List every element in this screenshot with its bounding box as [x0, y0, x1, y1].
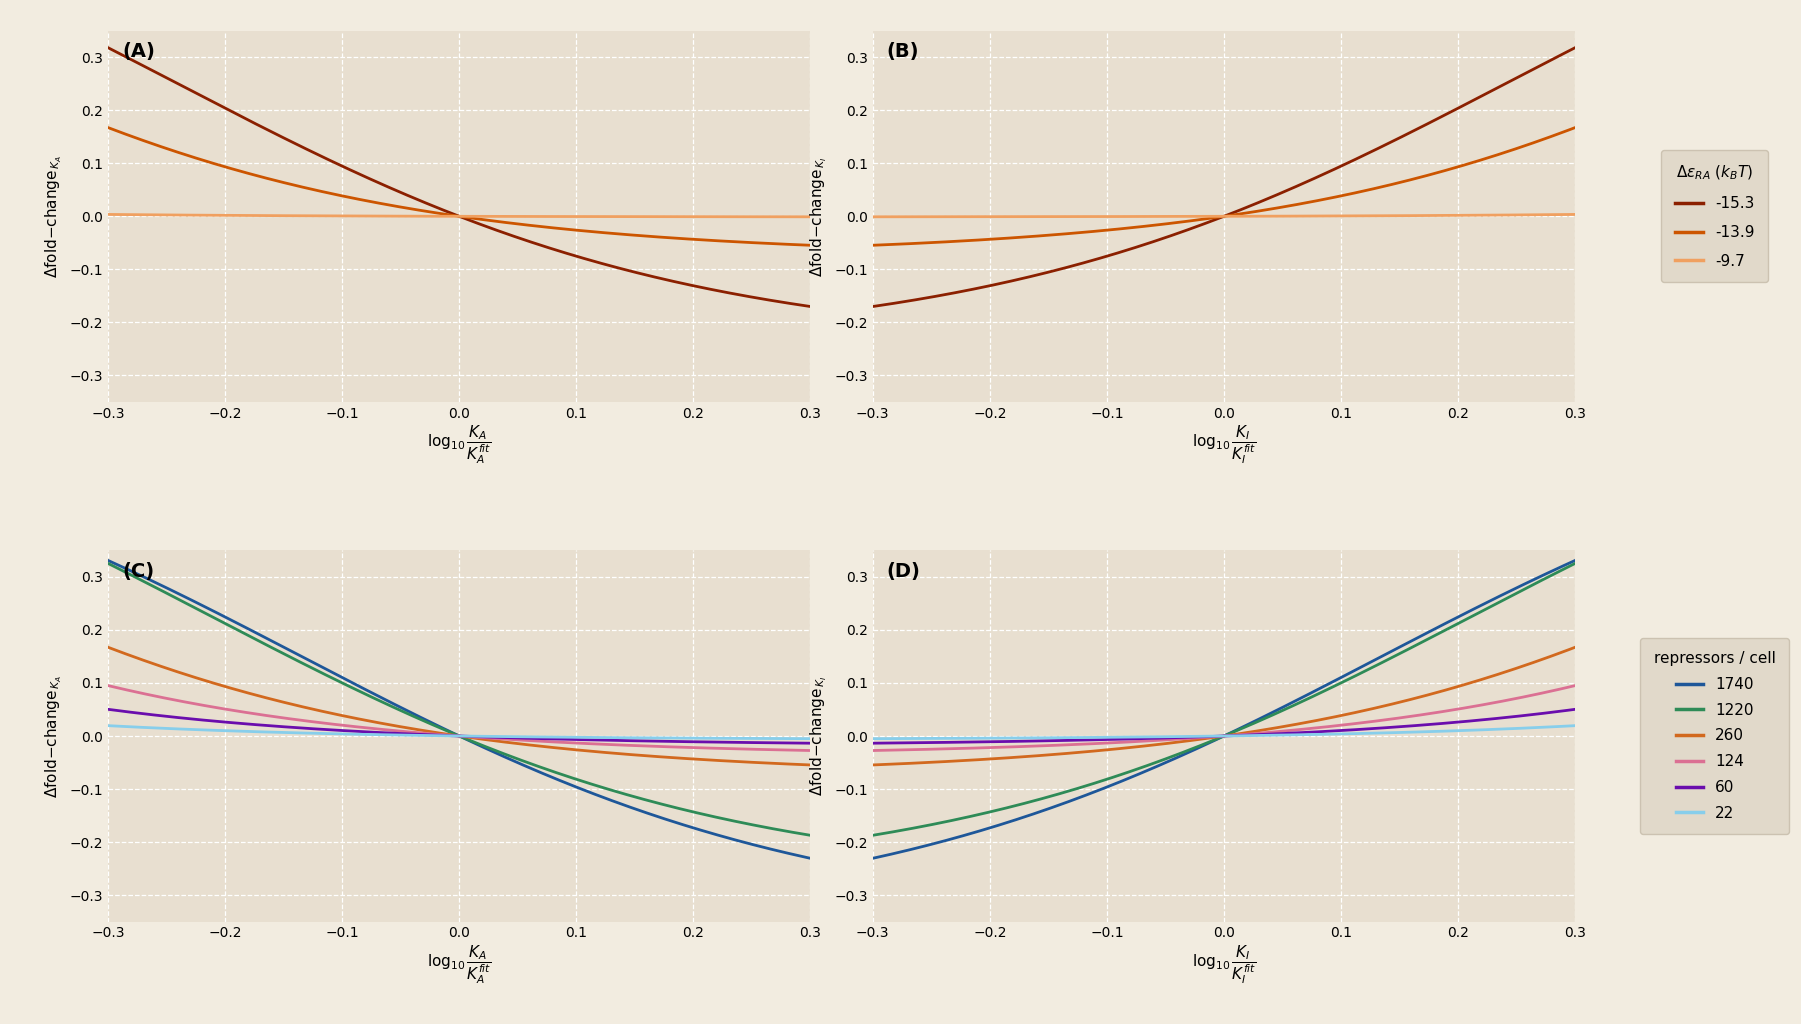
X-axis label: $\log_{10}\dfrac{K_I}{K_I^{fit}}$: $\log_{10}\dfrac{K_I}{K_I^{fit}}$	[1192, 424, 1255, 466]
Y-axis label: $\Delta$fold$-$change$_{\,K_A}$: $\Delta$fold$-$change$_{\,K_A}$	[43, 674, 65, 798]
Text: (C): (C)	[122, 561, 155, 581]
Text: (B): (B)	[886, 42, 919, 60]
Y-axis label: $\Delta$fold$-$change$_{\,K_A}$: $\Delta$fold$-$change$_{\,K_A}$	[43, 155, 65, 279]
Text: (A): (A)	[122, 42, 155, 60]
Legend: 1740, 1220, 260, 124, 60, 22: 1740, 1220, 260, 124, 60, 22	[1641, 638, 1790, 835]
Legend: -15.3, -13.9, -9.7: -15.3, -13.9, -9.7	[1661, 151, 1769, 283]
X-axis label: $\log_{10}\dfrac{K_A}{K_A^{fit}}$: $\log_{10}\dfrac{K_A}{K_A^{fit}}$	[427, 943, 492, 986]
X-axis label: $\log_{10}\dfrac{K_I}{K_I^{fit}}$: $\log_{10}\dfrac{K_I}{K_I^{fit}}$	[1192, 943, 1255, 986]
Y-axis label: $\Delta$fold$-$change$_{\,K_I}$: $\Delta$fold$-$change$_{\,K_I}$	[809, 156, 828, 276]
X-axis label: $\log_{10}\dfrac{K_A}{K_A^{fit}}$: $\log_{10}\dfrac{K_A}{K_A^{fit}}$	[427, 424, 492, 466]
Text: (D): (D)	[886, 561, 920, 581]
Y-axis label: $\Delta$fold$-$change$_{\,K_I}$: $\Delta$fold$-$change$_{\,K_I}$	[809, 676, 828, 797]
